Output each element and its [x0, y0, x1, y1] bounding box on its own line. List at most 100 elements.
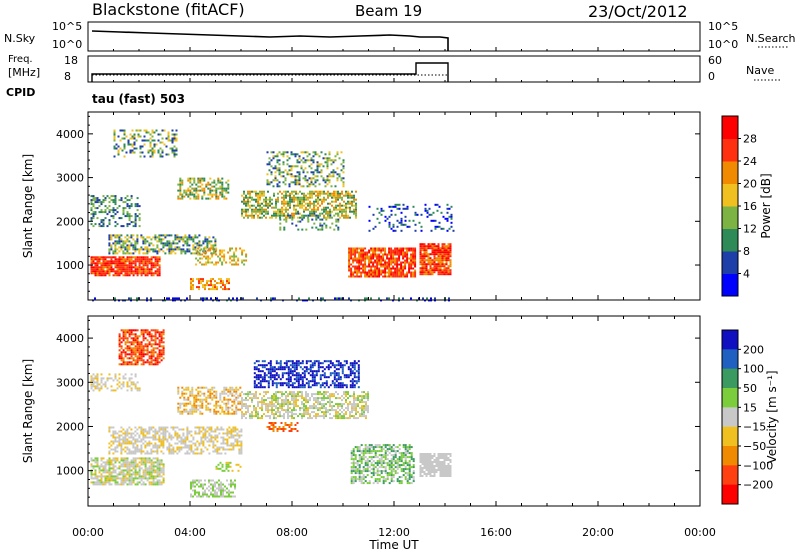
echo-cell — [149, 145, 152, 148]
echo-cell — [294, 153, 297, 156]
echo-cell — [353, 198, 355, 201]
echo-cell — [120, 357, 123, 360]
echo-cell — [431, 247, 434, 250]
echo-cell — [215, 193, 218, 196]
echo-cell — [210, 280, 212, 283]
echo-cell — [233, 255, 236, 258]
echo-cell — [150, 248, 153, 251]
echo-cell — [175, 133, 178, 136]
echo-cell — [317, 206, 319, 209]
echo-cell — [447, 251, 450, 254]
echo-cell — [122, 213, 125, 216]
echo-cell — [90, 258, 93, 261]
echo-cell — [356, 257, 359, 260]
echo-cell — [136, 345, 139, 348]
echo-cell — [402, 249, 405, 252]
echo-cell — [194, 248, 197, 251]
echo-cell — [133, 133, 136, 136]
echo-cell — [291, 382, 294, 385]
echo-cell — [110, 248, 113, 251]
echo-cell — [158, 236, 161, 239]
echo-cell — [338, 157, 341, 160]
echo-cell — [330, 171, 333, 174]
echo-cell — [120, 258, 123, 261]
echo-cell — [148, 270, 151, 273]
echo-cell — [232, 444, 235, 447]
echo-cell — [138, 440, 141, 443]
echo-cell — [301, 218, 304, 221]
echo-cell — [170, 244, 173, 247]
echo-cell — [261, 399, 263, 402]
echo-cell — [201, 412, 204, 415]
echo-cell — [138, 225, 141, 228]
echo-cell — [181, 197, 184, 200]
echo-cell — [139, 135, 142, 138]
echo-cell — [116, 270, 119, 273]
echo-cell — [351, 382, 354, 385]
echo-cell — [128, 199, 131, 202]
echo-cell — [370, 267, 373, 270]
echo-cell — [291, 366, 294, 369]
echo-cell — [404, 263, 407, 266]
echo-cell — [192, 452, 195, 455]
echo-cell — [160, 426, 163, 429]
echo-cell — [215, 195, 218, 198]
echo-cell — [267, 382, 270, 385]
echo-cell — [427, 273, 430, 276]
echo-cell — [146, 331, 149, 334]
echo-cell — [178, 236, 181, 239]
echo-cell — [281, 391, 283, 394]
echo-cell — [293, 206, 295, 209]
freq-trace — [91, 62, 449, 82]
echo-cell — [146, 467, 149, 470]
echo-cell — [96, 465, 99, 468]
echo-cell — [126, 432, 129, 435]
echo-cell — [439, 257, 442, 260]
echo-cell — [338, 173, 341, 176]
echo-cell — [228, 288, 230, 291]
echo-cell — [114, 240, 117, 243]
echo-cell — [289, 200, 291, 203]
echo-cell — [186, 297, 188, 300]
echo-cell — [341, 214, 343, 217]
echo-cell — [404, 253, 407, 256]
echo-cell — [220, 452, 223, 455]
echo-cell — [347, 206, 349, 209]
echo-cell — [337, 362, 340, 365]
echo-cell — [114, 234, 117, 237]
echo-cell — [408, 267, 411, 270]
nave-tick-high: 60 — [708, 54, 722, 67]
echo-cell — [279, 407, 281, 410]
echo-cell — [376, 261, 379, 264]
echo-cell — [322, 179, 325, 182]
echo-cell — [261, 190, 263, 193]
echo-cell — [238, 450, 241, 453]
echo-cell — [333, 190, 335, 193]
echo-cell — [158, 266, 161, 269]
echo-cell — [180, 436, 183, 439]
echo-cell — [126, 448, 129, 451]
echo-cell — [335, 206, 337, 209]
echo-cell — [138, 467, 141, 470]
echo-cell — [441, 261, 444, 264]
echo-cell — [354, 257, 357, 260]
echo-cell — [221, 191, 224, 194]
echo-cell — [303, 210, 305, 213]
echo-cell — [128, 331, 131, 334]
echo-cell — [118, 440, 121, 443]
echo-cell — [287, 212, 289, 215]
echo-cell — [279, 413, 281, 416]
echo-cell — [118, 430, 121, 433]
echo-cell — [189, 410, 192, 413]
echo-cell — [349, 206, 351, 209]
echo-cell — [140, 274, 143, 277]
echo-cell — [267, 370, 270, 373]
echo-cell — [425, 263, 428, 266]
echo-cell — [163, 143, 166, 146]
echo-cell — [117, 149, 120, 152]
echo-cell — [267, 198, 269, 201]
echo-cell — [423, 261, 426, 264]
echo-cell — [114, 274, 117, 277]
echo-cell — [285, 196, 287, 199]
echo-cell — [245, 255, 248, 258]
